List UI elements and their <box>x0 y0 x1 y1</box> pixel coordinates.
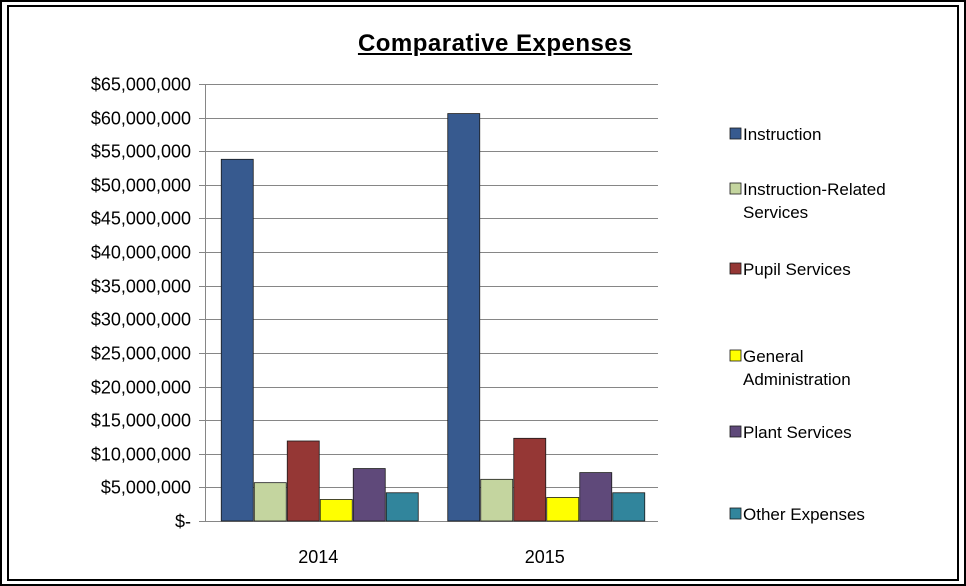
bar-plant-services-2015 <box>580 473 612 521</box>
y-tick-label: $- <box>175 512 191 532</box>
bar-instruction-2015 <box>448 114 480 521</box>
bar-general-administration-2014 <box>320 499 352 521</box>
bar-plant-services-2014 <box>353 469 385 521</box>
legend-label: Instruction <box>743 125 821 144</box>
y-tick-label: $50,000,000 <box>91 176 191 196</box>
x-tick-label: 2015 <box>525 547 565 567</box>
bar-instruction-2014 <box>221 159 253 521</box>
legend-label: Plant Services <box>743 423 852 442</box>
y-tick-label: $45,000,000 <box>91 209 191 229</box>
legend-label: Other Expenses <box>743 505 865 524</box>
legend-swatch <box>730 350 741 361</box>
legend-swatch <box>730 128 741 139</box>
y-tick-label: $60,000,000 <box>91 109 191 129</box>
bar-other-expenses-2015 <box>613 493 645 521</box>
y-tick-label: $65,000,000 <box>91 75 191 95</box>
legend-swatch <box>730 426 741 437</box>
legend-label: Instruction-Related <box>743 180 886 199</box>
legend-label: Services <box>743 203 808 222</box>
x-tick-label: 2014 <box>298 547 338 567</box>
bar-general-administration-2015 <box>547 497 579 521</box>
y-tick-label: $30,000,000 <box>91 310 191 330</box>
y-tick-label: $20,000,000 <box>91 378 191 398</box>
legend-swatch <box>730 508 741 519</box>
legend-label: General <box>743 347 803 366</box>
y-tick-label: $25,000,000 <box>91 344 191 364</box>
y-tick-label: $40,000,000 <box>91 243 191 263</box>
legend-label: Pupil Services <box>743 260 851 279</box>
y-tick-label: $10,000,000 <box>91 445 191 465</box>
legend-swatch <box>730 183 741 194</box>
legend-swatch <box>730 263 741 274</box>
bar-pupil-services-2015 <box>514 438 546 521</box>
bar-pupil-services-2014 <box>287 441 319 521</box>
bar-instruction-related-services-2015 <box>481 479 513 521</box>
legend-label: Administration <box>743 370 851 389</box>
y-tick-label: $5,000,000 <box>101 478 191 498</box>
y-tick-label: $55,000,000 <box>91 142 191 162</box>
bar-other-expenses-2014 <box>386 493 418 521</box>
bar-instruction-related-services-2014 <box>254 483 286 521</box>
y-tick-label: $15,000,000 <box>91 411 191 431</box>
y-tick-label: $35,000,000 <box>91 277 191 297</box>
